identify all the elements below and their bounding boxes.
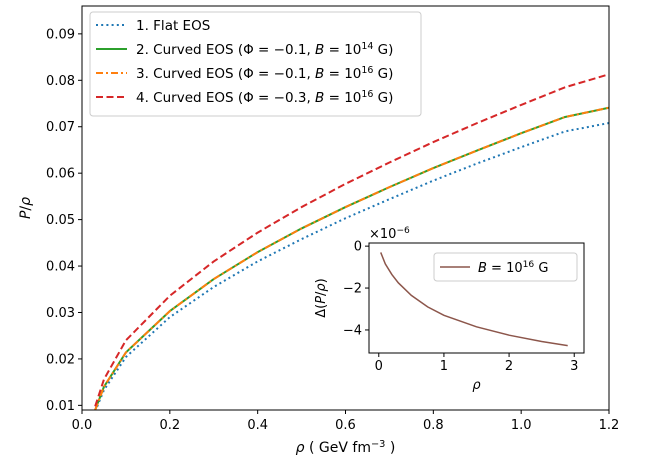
y-tick-label: 0.05	[46, 213, 75, 228]
series-line-1	[94, 122, 609, 410]
x-tick-label: 0.4	[247, 418, 268, 433]
legend-label-3: 3. Curved EOS (Φ = −0.1, B = 1016 G)	[136, 65, 393, 83]
y-tick-label: 0.06	[46, 167, 75, 182]
x-axis-label: ρ ( GeV fm−3 )	[296, 439, 396, 457]
legend-box	[89, 11, 422, 117]
series-line-4	[94, 73, 609, 407]
y-tick-label: 0.03	[46, 306, 75, 321]
inset-x-tick-label: 3	[570, 359, 578, 374]
y-tick-label: 0.02	[46, 352, 75, 367]
inset-y-tick-label: −4	[343, 323, 362, 338]
x-tick-label: 1.2	[599, 418, 620, 433]
inset-plot: 0 1 2 3 0 −2 −4 ×10−6 ρ Δ(P/ρ) B = 1016 G	[314, 226, 585, 393]
y-tick-label: 0.09	[46, 27, 75, 42]
inset-x-tick-label: 1	[440, 359, 448, 374]
y-tick-label: 0.01	[46, 399, 75, 414]
x-tick-label: 0.6	[335, 418, 356, 433]
y-tick-label: 0.07	[46, 120, 75, 135]
inset-x-tick-label: 2	[505, 359, 513, 374]
inset-scale-label: ×10−6	[369, 226, 410, 242]
series-group	[94, 73, 609, 410]
inset-series-line	[380, 252, 568, 347]
y-tick-label: 0.08	[46, 74, 75, 89]
y-axis-label: P/ρ	[18, 197, 34, 219]
x-tick-label: 1.0	[511, 418, 532, 433]
x-tick-label: 0.8	[423, 418, 444, 433]
x-tick-label: 0.2	[159, 418, 180, 433]
inset-y-tick-label: 0	[354, 240, 362, 255]
inset-y-axis-label: Δ(P/ρ)	[314, 278, 329, 318]
inset-y-tick-label: −2	[343, 282, 362, 297]
x-tick-label: 0.0	[72, 418, 93, 433]
legend-label-2: 2. Curved EOS (Φ = −0.1, B = 1014 G)	[136, 41, 393, 59]
legend: 1. Flat EOS 2. Curved EOS (Φ = −0.1, B = …	[89, 11, 422, 117]
inset-legend-box	[433, 252, 578, 282]
inset-x-tick-label: 0	[375, 359, 383, 374]
series-line-3	[94, 106, 609, 410]
legend-label-4: 4. Curved EOS (Φ = −0.3, B = 1016 G)	[136, 89, 393, 107]
inset-legend-label: B = 1016 G	[478, 260, 548, 276]
y-tick-label: 0.04	[46, 260, 75, 275]
inset-x-axis-label: ρ	[472, 378, 481, 393]
legend-label-1: 1. Flat EOS	[136, 18, 210, 34]
